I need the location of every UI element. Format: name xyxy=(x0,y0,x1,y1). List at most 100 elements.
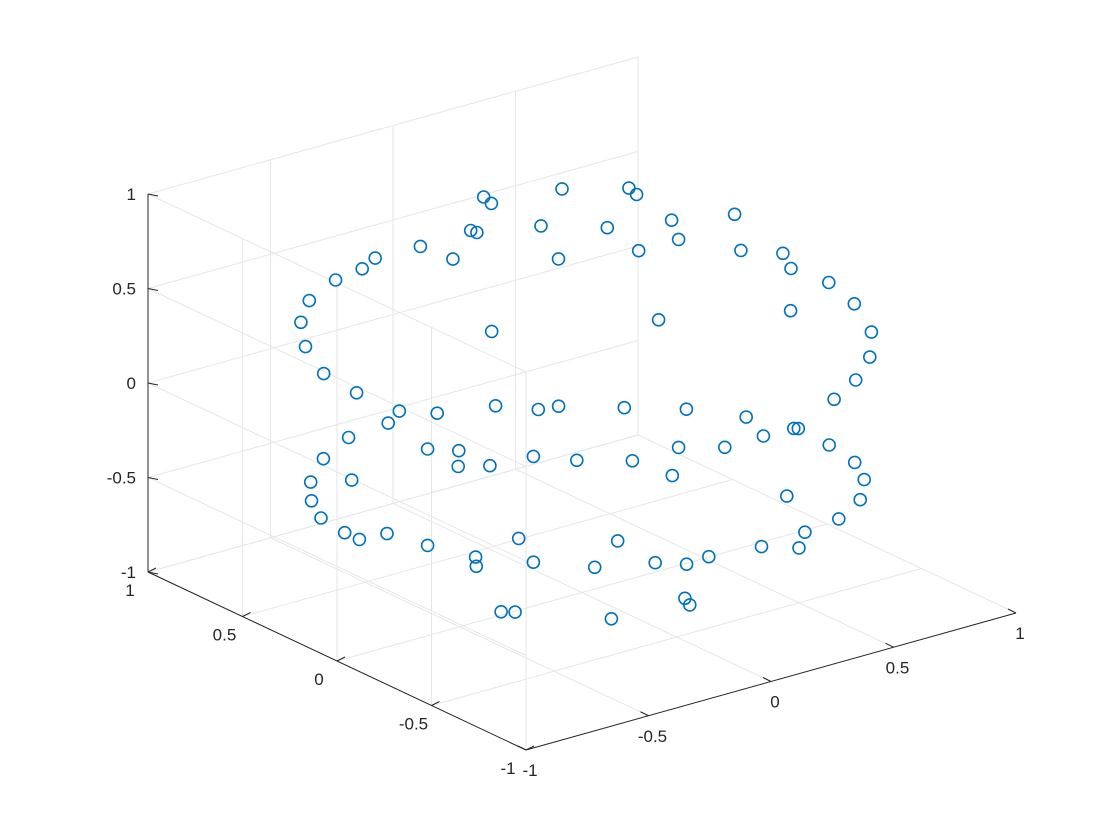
data-point xyxy=(864,325,879,339)
data-point xyxy=(779,489,794,503)
y-tick-label: 1 xyxy=(125,581,134,600)
y-tick-label: -0.5 xyxy=(399,715,428,734)
data-point xyxy=(784,261,798,276)
x-tick-mark xyxy=(517,745,527,751)
data-point xyxy=(786,421,801,436)
data-point xyxy=(302,293,317,308)
data-point xyxy=(754,539,769,554)
data-point xyxy=(430,406,445,421)
data-point xyxy=(701,549,716,564)
grid-line-y-floor xyxy=(431,568,922,706)
y-tick-label: -1 xyxy=(500,759,515,778)
data-point xyxy=(622,181,636,195)
z-tick-mark xyxy=(147,571,159,575)
grid-line-z-backwall xyxy=(147,56,639,195)
data-point xyxy=(484,324,499,339)
data-point xyxy=(798,525,812,540)
grid-line-z-sidewall xyxy=(147,193,527,373)
grid-line-z-backwall xyxy=(147,151,639,289)
data-point xyxy=(682,598,697,612)
data-point xyxy=(555,182,569,196)
x-tick-label: 0.5 xyxy=(886,658,910,677)
data-point xyxy=(303,475,318,489)
data-point xyxy=(847,455,862,470)
data-point xyxy=(822,438,837,452)
data-point xyxy=(862,350,877,364)
data-point xyxy=(827,392,841,407)
data-point xyxy=(294,315,308,330)
data-point xyxy=(420,442,435,456)
grid-line-y-floor xyxy=(336,523,828,662)
x-tick-label: -1 xyxy=(522,761,537,780)
data-point xyxy=(679,557,694,572)
z-tick-mark xyxy=(147,193,159,197)
data-point xyxy=(625,453,640,468)
data-point xyxy=(857,472,872,487)
data-point xyxy=(664,213,679,227)
data-point xyxy=(392,404,407,418)
data-point xyxy=(531,402,546,417)
data-point xyxy=(617,400,632,415)
data-point xyxy=(848,373,863,387)
data-point xyxy=(468,550,483,564)
data-point xyxy=(665,468,680,483)
data-point xyxy=(551,399,566,414)
data-point xyxy=(734,243,748,258)
z-tick-mark xyxy=(147,477,159,480)
y-tick-mark xyxy=(242,612,251,617)
grid-line-z-sidewall xyxy=(147,477,527,656)
z-tick-label: 1 xyxy=(127,185,136,204)
data-point xyxy=(610,534,625,548)
data-point xyxy=(328,273,343,287)
data-point xyxy=(355,261,370,276)
x-tick-mark xyxy=(640,711,649,717)
z-tick-mark xyxy=(147,288,159,291)
data-point xyxy=(600,220,615,235)
data-point xyxy=(344,473,359,487)
y-tick-mark xyxy=(147,567,157,573)
data-point xyxy=(776,246,790,261)
tick-marks xyxy=(147,193,1017,751)
data-points xyxy=(294,181,879,626)
data-point xyxy=(853,492,868,507)
x-tick-label: 1 xyxy=(1015,624,1024,643)
data-point xyxy=(792,541,806,555)
data-point xyxy=(604,611,619,626)
data-point xyxy=(679,402,694,417)
data-point xyxy=(671,232,686,247)
x-tick-label: 0 xyxy=(770,693,779,712)
x-tick-mark xyxy=(762,677,772,682)
data-point xyxy=(304,493,319,508)
data-point xyxy=(483,458,497,473)
data-point xyxy=(648,555,663,570)
tick-labels: -1-0.500.51-1-0.500.51-1-0.500.51 xyxy=(107,185,1025,780)
grid-line-z-sidewall xyxy=(147,382,527,562)
data-point xyxy=(526,449,541,464)
data-point xyxy=(298,339,313,354)
data-point xyxy=(420,538,435,553)
data-point xyxy=(847,296,862,311)
data-point xyxy=(451,443,466,458)
grid-line-z-backwall xyxy=(147,245,639,384)
data-point xyxy=(831,512,846,526)
grid-line-z-sidewall xyxy=(147,288,527,467)
data-point xyxy=(470,225,484,240)
data-point xyxy=(446,252,460,266)
data-point xyxy=(631,243,646,258)
data-point xyxy=(739,410,754,424)
data-point xyxy=(783,303,798,318)
data-point xyxy=(352,532,367,547)
data-point xyxy=(534,219,548,233)
y-tick-mark xyxy=(336,656,346,662)
grid-line-z-backwall xyxy=(147,434,639,573)
data-point xyxy=(727,207,742,222)
data-point xyxy=(629,187,644,202)
data-point xyxy=(469,559,484,574)
data-point xyxy=(463,223,478,238)
z-tick-mark xyxy=(147,382,159,386)
data-point xyxy=(451,459,466,474)
y-tick-label: 0 xyxy=(314,670,323,689)
data-point xyxy=(413,239,428,254)
grid-line-y-floor xyxy=(242,479,733,617)
